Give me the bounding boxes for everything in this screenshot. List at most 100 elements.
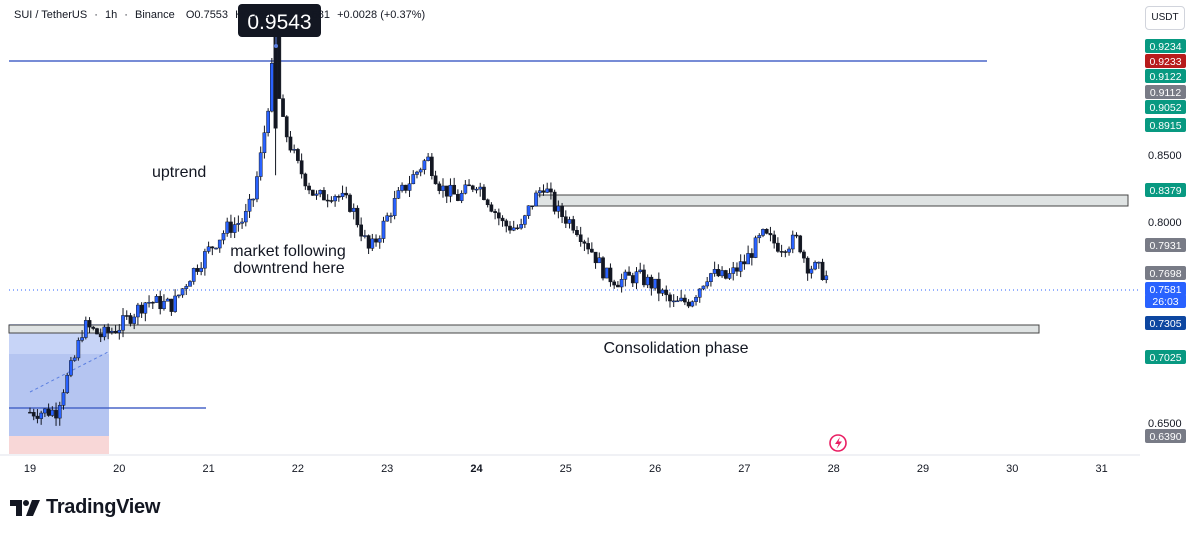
candle-body — [370, 238, 375, 249]
candle-body — [616, 284, 620, 288]
candle-body — [184, 286, 189, 289]
candle-body — [776, 242, 780, 252]
candle-body — [80, 337, 84, 341]
candle-body — [83, 320, 88, 338]
candle-body — [686, 301, 691, 307]
candle-body — [668, 294, 672, 302]
candle-body — [392, 198, 397, 216]
candle-body — [407, 183, 412, 191]
peak-tooltip-text: 0.9543 — [247, 11, 311, 34]
price-label-0.9233: 0.9233 — [1149, 56, 1181, 68]
candle-body — [299, 160, 304, 175]
candle-body — [623, 271, 628, 280]
symbol-name[interactable]: SUI / TetherUS — [14, 9, 88, 21]
candle-body — [563, 216, 568, 224]
candle-body — [802, 251, 806, 259]
candle-body — [545, 188, 550, 193]
candle-body — [664, 289, 669, 296]
candle-body — [645, 276, 650, 286]
candle-body — [336, 196, 341, 198]
candle-body — [790, 234, 795, 250]
time-axis-label-27: 27 — [738, 463, 750, 475]
candle-body — [671, 300, 676, 303]
candle-body — [57, 405, 62, 419]
price-label-box-0.8915 — [1145, 118, 1186, 132]
candle-body — [441, 185, 445, 191]
candle-body — [381, 220, 386, 239]
candle-body — [675, 300, 680, 303]
candle-body — [627, 271, 631, 276]
price-label-0.9052: 0.9052 — [1149, 102, 1181, 114]
candle-body — [76, 340, 81, 359]
candle-body — [630, 275, 635, 284]
candle-body — [746, 253, 750, 265]
candle-body — [91, 326, 96, 329]
candle-body — [102, 326, 107, 338]
candle-body — [150, 302, 155, 304]
candle-body — [50, 409, 55, 416]
tradingview-logo[interactable]: TradingView — [10, 496, 160, 519]
time-axis-label-24: 24 — [470, 463, 483, 475]
candle-body — [787, 248, 791, 253]
candle-body — [355, 207, 360, 226]
candle-body — [604, 267, 609, 279]
position-loss-zone — [9, 436, 109, 454]
candle-body — [757, 235, 762, 239]
candle-body — [39, 412, 44, 419]
candle-body — [482, 186, 486, 200]
candle-body — [556, 205, 561, 212]
candle-body — [262, 132, 267, 154]
candle-body — [69, 360, 73, 376]
candle-body — [723, 270, 728, 279]
candle-body — [221, 233, 226, 241]
candle-body — [329, 200, 334, 202]
candle-body — [500, 217, 505, 222]
candle-body — [165, 298, 170, 302]
symbol-header[interactable]: SUI / TetherUS · 1h · Binance O0.7553 H0… — [14, 9, 429, 21]
candle-body — [322, 190, 326, 201]
candle-body — [292, 149, 297, 151]
candle-body — [593, 251, 598, 264]
candle-body — [310, 189, 315, 196]
candle-body — [537, 190, 542, 194]
price-label-box-0.7581 — [1145, 282, 1186, 296]
candle-body — [478, 186, 483, 190]
candle-body — [783, 251, 788, 253]
candle-body — [255, 176, 259, 200]
time-axis[interactable]: 19 20 21 22 23 24 25 26 27 28 29 30 31 — [24, 463, 1108, 475]
price-tick-0.8500: 0.8500 — [1148, 150, 1182, 162]
currency-button[interactable]: USDT — [1145, 6, 1185, 30]
candle-body — [374, 238, 378, 243]
candle-body — [467, 184, 471, 187]
candle-body — [597, 257, 602, 264]
candle-body — [314, 193, 319, 196]
candle-body — [415, 171, 419, 175]
candle-body — [489, 204, 494, 212]
candle-body — [188, 281, 192, 287]
candle-body — [813, 261, 817, 270]
candle-body — [31, 412, 36, 417]
support-zone[interactable] — [8, 324, 1040, 334]
candle-body — [106, 326, 110, 333]
candle-body — [422, 160, 427, 170]
price-label-box-0.7698 — [1145, 266, 1186, 280]
price-scale-ticks[interactable]: 0.8500 0.8000 0.6500 — [1148, 150, 1182, 430]
candle-body — [95, 328, 99, 335]
candle-body — [549, 188, 553, 193]
candle-body — [444, 185, 449, 197]
candle-body — [809, 268, 814, 274]
candle-body — [247, 198, 252, 212]
lightning-alert-icon[interactable] — [829, 434, 847, 452]
time-axis-label-19: 19 — [24, 463, 36, 475]
candle-body — [470, 185, 475, 190]
candlestick-series — [28, 13, 829, 426]
candle-body — [333, 196, 337, 202]
supply-zone[interactable] — [534, 194, 1129, 207]
interval-label[interactable]: 1h — [104, 9, 118, 21]
candle-body — [117, 329, 122, 333]
candle-body — [642, 269, 646, 286]
candle-body — [214, 247, 218, 250]
candle-body — [203, 251, 207, 269]
time-axis-label-29: 29 — [917, 463, 929, 475]
